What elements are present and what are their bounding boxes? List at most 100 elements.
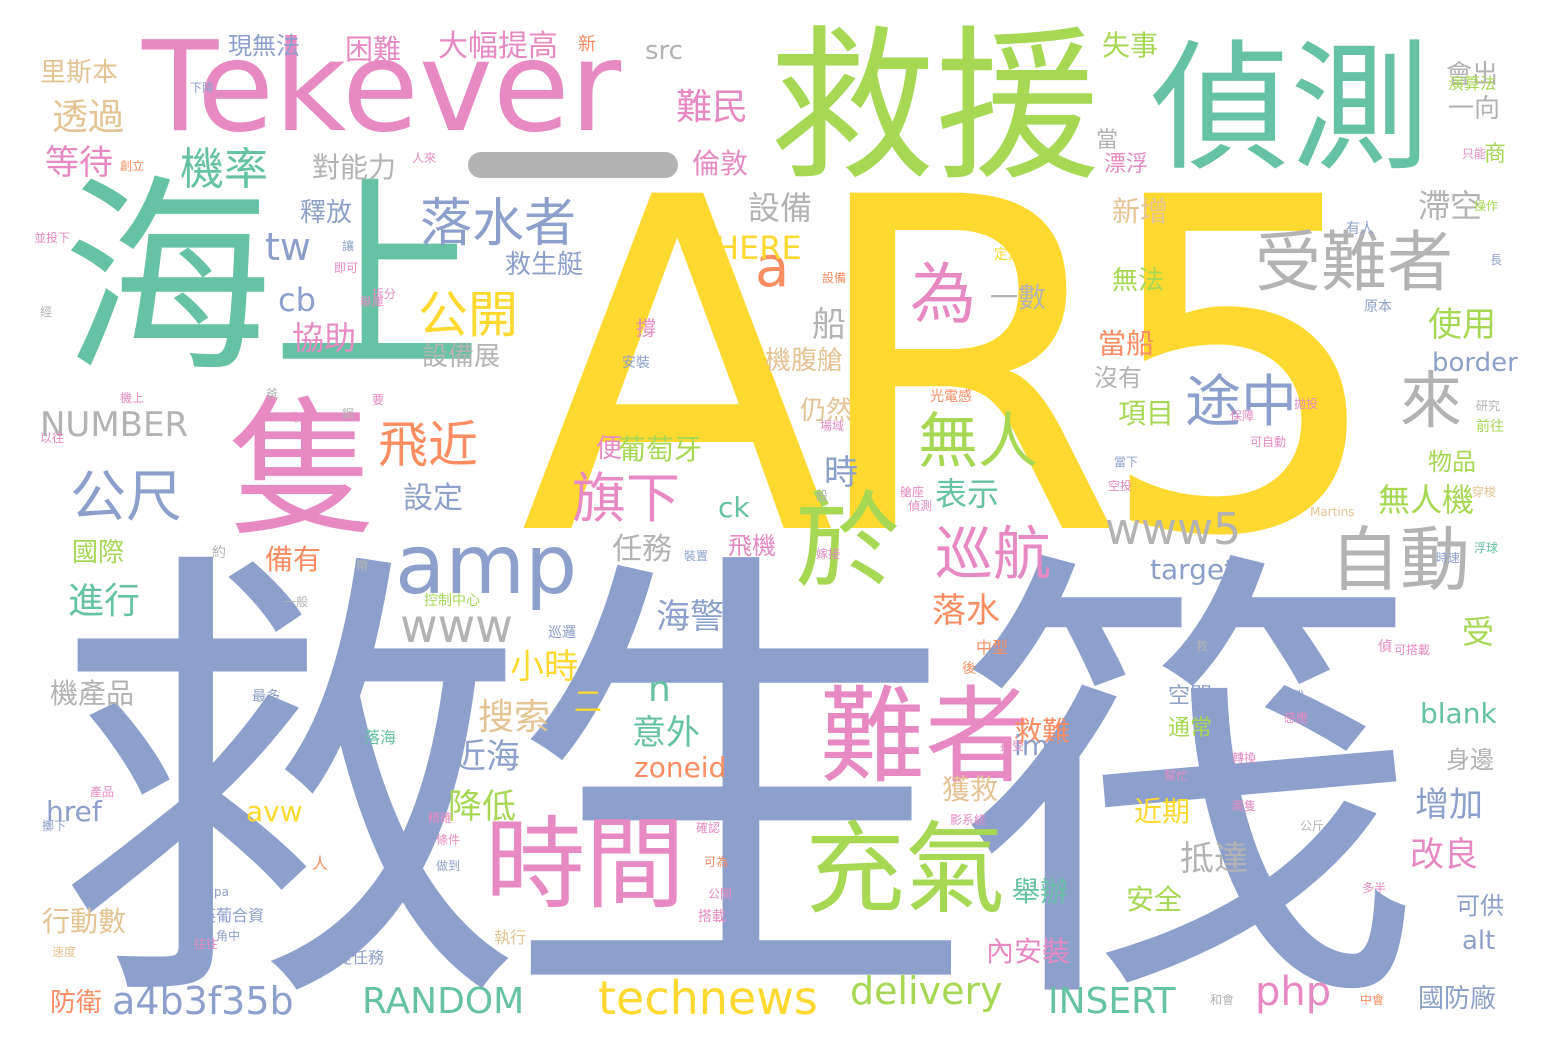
word: 設 — [816, 489, 829, 503]
word: 精確 — [428, 811, 453, 825]
word: 幫忙 — [1164, 769, 1189, 783]
word: 安裝 — [622, 355, 650, 371]
word: 可供 — [1456, 892, 1504, 920]
word: 人 — [312, 854, 329, 873]
word: 物品 — [1428, 448, 1476, 476]
word: 偵 — [1378, 639, 1392, 655]
word: 爸 — [266, 387, 279, 401]
word: 研究 — [1476, 399, 1501, 413]
word: target — [1150, 553, 1236, 586]
word: 困難 — [345, 33, 402, 66]
word: 意外 — [632, 713, 700, 753]
word: 執行 — [494, 928, 527, 947]
word: href — [46, 795, 102, 828]
word: 感應 — [1284, 711, 1309, 725]
word: 產品 — [90, 785, 115, 799]
word: 身邊 — [1446, 746, 1494, 774]
word: 失事 — [1102, 29, 1159, 62]
word: 透過 — [52, 97, 125, 138]
word: delivery — [850, 969, 1003, 1013]
word: AR5 — [520, 102, 1387, 637]
word: 等待 — [45, 143, 113, 183]
word: 抵達 — [1180, 839, 1248, 879]
word: 難民 — [676, 87, 749, 128]
word: 里斯本 — [40, 58, 119, 88]
word: 倫敦 — [692, 147, 749, 180]
word: 可自動 — [1250, 435, 1287, 449]
word: 充氣 — [805, 811, 1005, 928]
word: alt — [1462, 926, 1496, 956]
word: 只能 — [1462, 147, 1487, 161]
word: 自動 — [1330, 519, 1470, 601]
word: 救 — [1196, 639, 1209, 653]
word: 偵測 — [1150, 28, 1431, 191]
word: a — [755, 235, 790, 300]
word: 國防廠 — [1418, 984, 1497, 1014]
word: 時 — [824, 453, 858, 493]
word: cb — [278, 281, 316, 319]
word: 於 — [795, 481, 901, 603]
word: 多半 — [1362, 881, 1387, 895]
word: 無法 — [1112, 266, 1165, 296]
word: 角中 — [216, 929, 241, 943]
word: 操作 — [1474, 199, 1499, 213]
word: avw — [246, 795, 303, 828]
word: 旗下 — [572, 467, 680, 530]
word: tw — [265, 225, 311, 269]
word: 下降 — [190, 81, 215, 95]
word: 公開 — [708, 887, 733, 901]
word: 場域 — [820, 419, 845, 433]
word: 無人機 — [1378, 481, 1475, 519]
word: 創立 — [120, 159, 145, 173]
word: 可為 — [704, 855, 729, 869]
word: 降低 — [448, 787, 516, 827]
gray-bar-shape — [468, 152, 678, 178]
word: 設定 — [403, 481, 463, 516]
word: www — [400, 599, 513, 653]
word: 現無法 — [228, 32, 300, 60]
word: 一向 — [1448, 94, 1501, 124]
word: 途中 — [1185, 370, 1297, 435]
word: Tekever — [142, 15, 622, 160]
word: 救援 — [770, 11, 1100, 203]
word: a4b3f35b — [112, 979, 294, 1023]
word: 中會 — [1360, 993, 1385, 1007]
word: 受 — [1462, 613, 1495, 651]
word: 設備 — [822, 271, 847, 285]
word: 一數 — [990, 281, 1047, 314]
word: 使用 — [1428, 305, 1496, 345]
word: 以往 — [40, 431, 65, 445]
word: 拆分 — [372, 287, 397, 301]
word: 二 — [574, 685, 603, 718]
word: 做到 — [436, 859, 461, 873]
word: 光電感 — [930, 389, 972, 405]
word: n — [648, 669, 671, 710]
word: 當船 — [1098, 327, 1155, 360]
word: 來 — [1400, 364, 1463, 437]
word: 公開 — [418, 286, 518, 344]
word: 舉辦 — [1012, 875, 1069, 908]
word: 設備 — [748, 189, 813, 227]
word: Filipa — [198, 885, 230, 899]
word: 協助 — [292, 319, 357, 357]
word: 防衛 — [50, 988, 103, 1018]
word: 條件 — [436, 833, 461, 847]
word: 便 — [596, 434, 623, 464]
word: ck — [718, 491, 750, 524]
word: 擲下 — [42, 819, 67, 833]
word: 救生筏 — [55, 516, 1425, 1052]
word: 空投 — [1108, 479, 1133, 493]
word: 中型 — [976, 638, 1009, 657]
word: 帶載 — [1280, 689, 1305, 703]
word: 搭載 — [698, 909, 726, 925]
word: 商 — [1484, 142, 1507, 167]
word: 最多 — [252, 689, 280, 705]
word: 項目 — [1118, 397, 1175, 430]
word: 提任務 — [336, 948, 385, 967]
word: 可搭載 — [1394, 643, 1431, 657]
word: 安全 — [1126, 883, 1183, 916]
word: 兩隻 — [1232, 799, 1257, 813]
word: 仍然 — [800, 396, 853, 426]
word: 巡邏 — [548, 625, 576, 641]
word: 速度 — [52, 945, 77, 959]
